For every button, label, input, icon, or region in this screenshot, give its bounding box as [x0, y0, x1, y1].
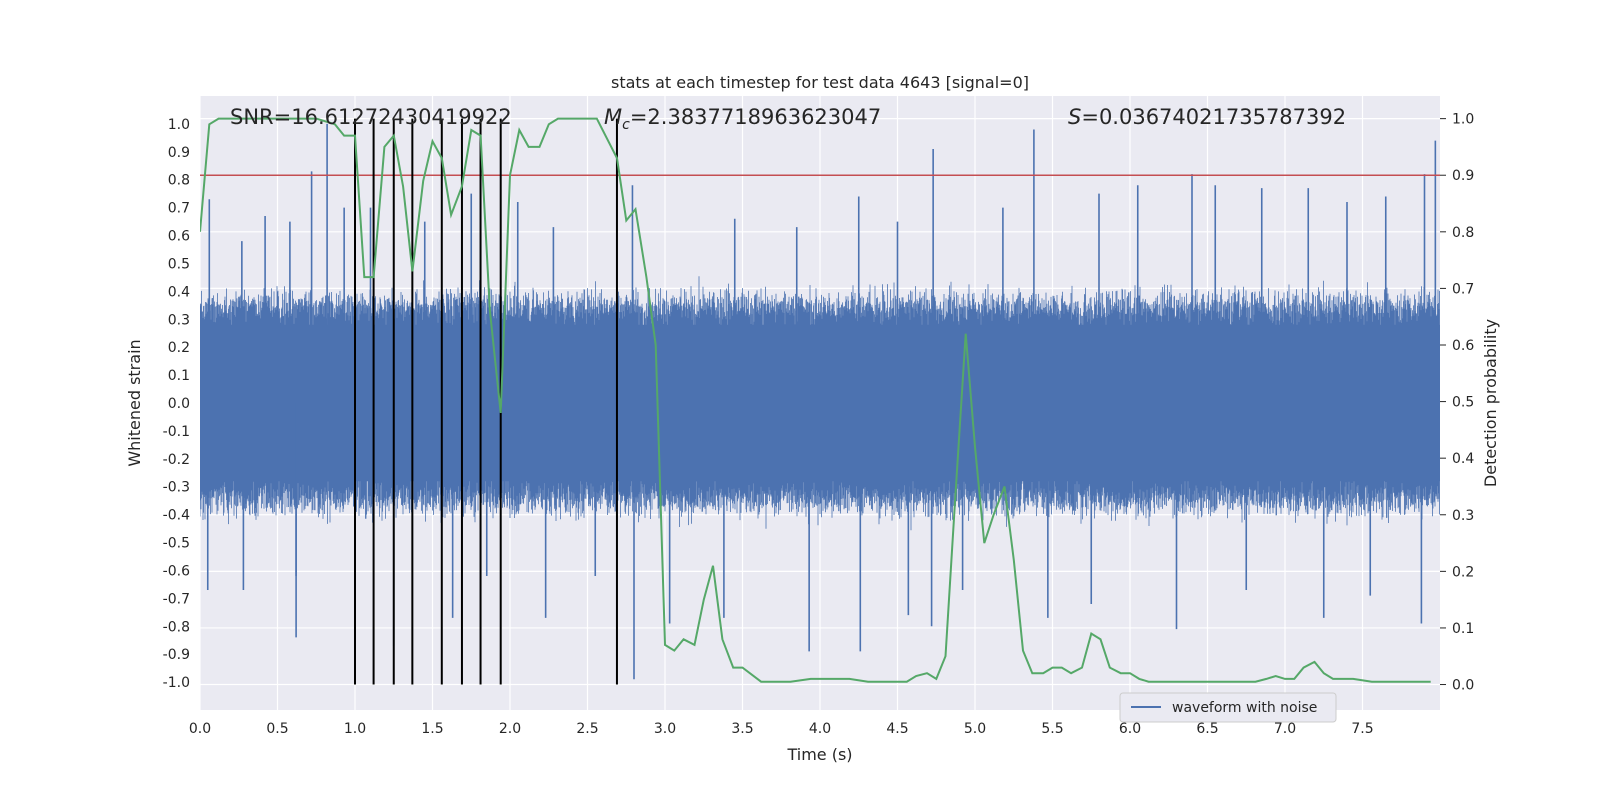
y-tick-12: -0.2: [163, 452, 190, 468]
y2-tick-5: 0.5: [1452, 395, 1474, 411]
y-tick-0: 1.0: [168, 117, 190, 133]
mc-value: =2.3837718963623047: [630, 105, 881, 129]
x-tick-13: 6.5: [1196, 721, 1218, 737]
x-tick-2: 1.0: [344, 721, 366, 737]
x-tick-3: 1.5: [421, 721, 443, 737]
y-tick-16: -0.6: [163, 563, 190, 579]
x-tick-14: 7.0: [1274, 721, 1296, 737]
y-tick-11: -0.1: [163, 424, 190, 440]
y2-tick-10: 0.0: [1452, 678, 1474, 694]
y2-tick-9: 0.1: [1452, 621, 1474, 637]
snr-annotation: SNR=16.61272430419922: [230, 105, 512, 129]
y-tick-9: 0.1: [168, 368, 190, 384]
x-axis-label: Time (s): [786, 745, 852, 764]
x-tick-7: 3.5: [731, 721, 753, 737]
x-tick-8: 4.0: [809, 721, 831, 737]
y-tick-19: -0.9: [163, 647, 190, 663]
x-tick-15: 7.5: [1351, 721, 1373, 737]
y-tick-8: 0.2: [168, 340, 190, 356]
y-tick-20: -1.0: [163, 675, 190, 691]
y2-tick-7: 0.3: [1452, 508, 1474, 524]
x-ticks: 0.0 0.5 1.0 1.5 2.0 2.5 3.0 3.5 4.0 4.5 5.0 5.5 6.0 6…: [189, 721, 1374, 737]
s-annotation: S=0.03674021735787392: [1068, 105, 1346, 129]
x-tick-4: 2.0: [499, 721, 521, 737]
legend-box: [1119, 692, 1337, 723]
y-tick-18: -0.8: [163, 619, 190, 635]
probability-series: [200, 117, 1431, 683]
y2-tick-3: 0.7: [1452, 281, 1474, 297]
s-value: =0.03674021735787392: [1081, 105, 1346, 129]
y2-tick-6: 0.4: [1452, 451, 1474, 467]
y-tick-3: 0.7: [168, 201, 190, 217]
mc-annotation: Mc=2.3837718963623047: [604, 105, 881, 133]
chart-title: stats at each timestep for test data 464…: [611, 73, 1029, 92]
y2-ticks: 1.0 0.9 0.8 0.7 0.6 0.5 0.4 0.3 0.2 0.1 0.0: [1440, 112, 1474, 694]
y-tick-1: 0.9: [168, 145, 190, 161]
y-axis-label: Whitened strain: [125, 339, 144, 466]
y-tick-5: 0.5: [168, 256, 190, 272]
x-tick-11: 5.5: [1041, 721, 1063, 737]
y-tick-17: -0.7: [163, 591, 190, 607]
x-tick-6: 3.0: [654, 721, 676, 737]
strain-core-band: [200, 324, 1440, 482]
y-tick-10: 0.0: [168, 396, 190, 412]
y-tick-6: 0.4: [168, 284, 190, 300]
mc-subscript: c: [622, 117, 630, 133]
y2-tick-8: 0.2: [1452, 564, 1474, 580]
y2-tick-2: 0.8: [1452, 225, 1474, 241]
x-tick-10: 5.0: [964, 721, 986, 737]
y2-axis-label: Detection probability: [1481, 319, 1500, 487]
y-tick-15: -0.5: [163, 536, 190, 552]
mc-symbol: M: [604, 105, 622, 129]
legend-label: waveform with noise: [1172, 700, 1317, 716]
strain-series: [200, 123, 1440, 680]
x-tick-9: 4.5: [886, 721, 908, 737]
x-tick-0: 0.0: [189, 721, 211, 737]
y2-tick-1: 0.9: [1452, 168, 1474, 184]
y-ticks: 1.0 0.9 0.8 0.7 0.6 0.5 0.4 0.3 0.2 0.1 0.0 -0.1 -0.…: [163, 117, 190, 691]
x-tick-1: 0.5: [266, 721, 288, 737]
y-tick-7: 0.3: [168, 312, 190, 328]
y2-tick-4: 0.6: [1452, 338, 1474, 354]
y-tick-2: 0.8: [168, 173, 190, 189]
legend: waveform with noise: [1119, 692, 1337, 723]
x-tick-5: 2.5: [576, 721, 598, 737]
y2-tick-0: 1.0: [1452, 112, 1474, 128]
y-tick-14: -0.4: [163, 508, 190, 524]
y-tick-13: -0.3: [163, 480, 190, 496]
detection-probability-line: [200, 117, 1431, 683]
x-tick-12: 6.0: [1119, 721, 1141, 737]
s-symbol: S: [1068, 105, 1081, 129]
y-tick-4: 0.6: [168, 229, 190, 245]
